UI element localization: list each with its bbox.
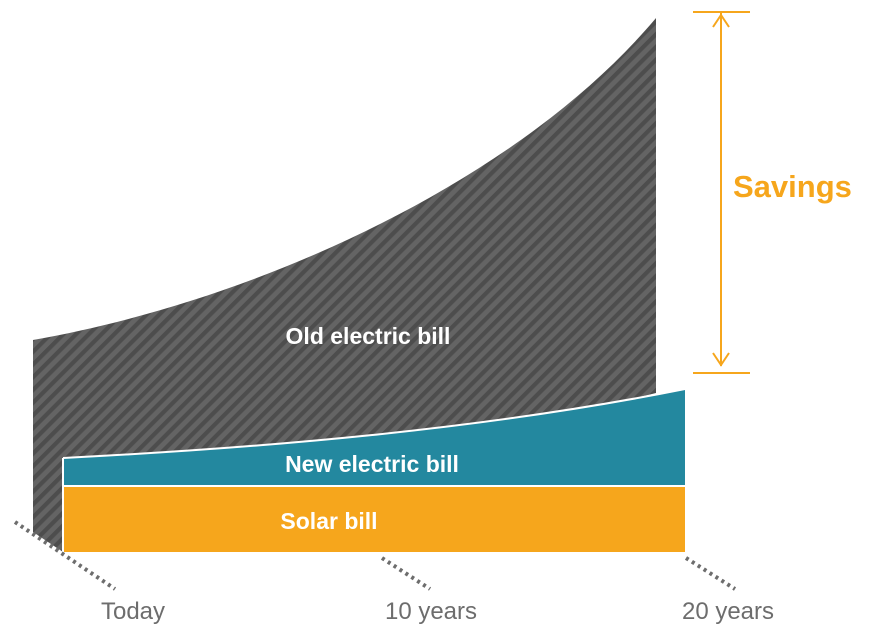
old-electric-bill-area	[33, 18, 656, 552]
solar-bill-label: Solar bill	[280, 508, 377, 534]
new-electric-bill-label: New electric bill	[285, 451, 459, 477]
tick-label-10-years: 10 years	[385, 598, 477, 625]
savings-bracket	[693, 11, 750, 374]
new-electric-bill-area	[63, 389, 685, 487]
tick-mark-today	[13, 520, 117, 591]
solar-bill-area	[63, 487, 685, 552]
tick-mark-20-years	[684, 556, 737, 591]
tick-mark-10-years	[380, 556, 432, 591]
tick-label-today: Today	[101, 598, 165, 625]
savings-label: Savings	[733, 169, 852, 204]
tick-label-20-years: 20 years	[682, 598, 774, 625]
old-electric-bill-label: Old electric bill	[286, 323, 451, 349]
